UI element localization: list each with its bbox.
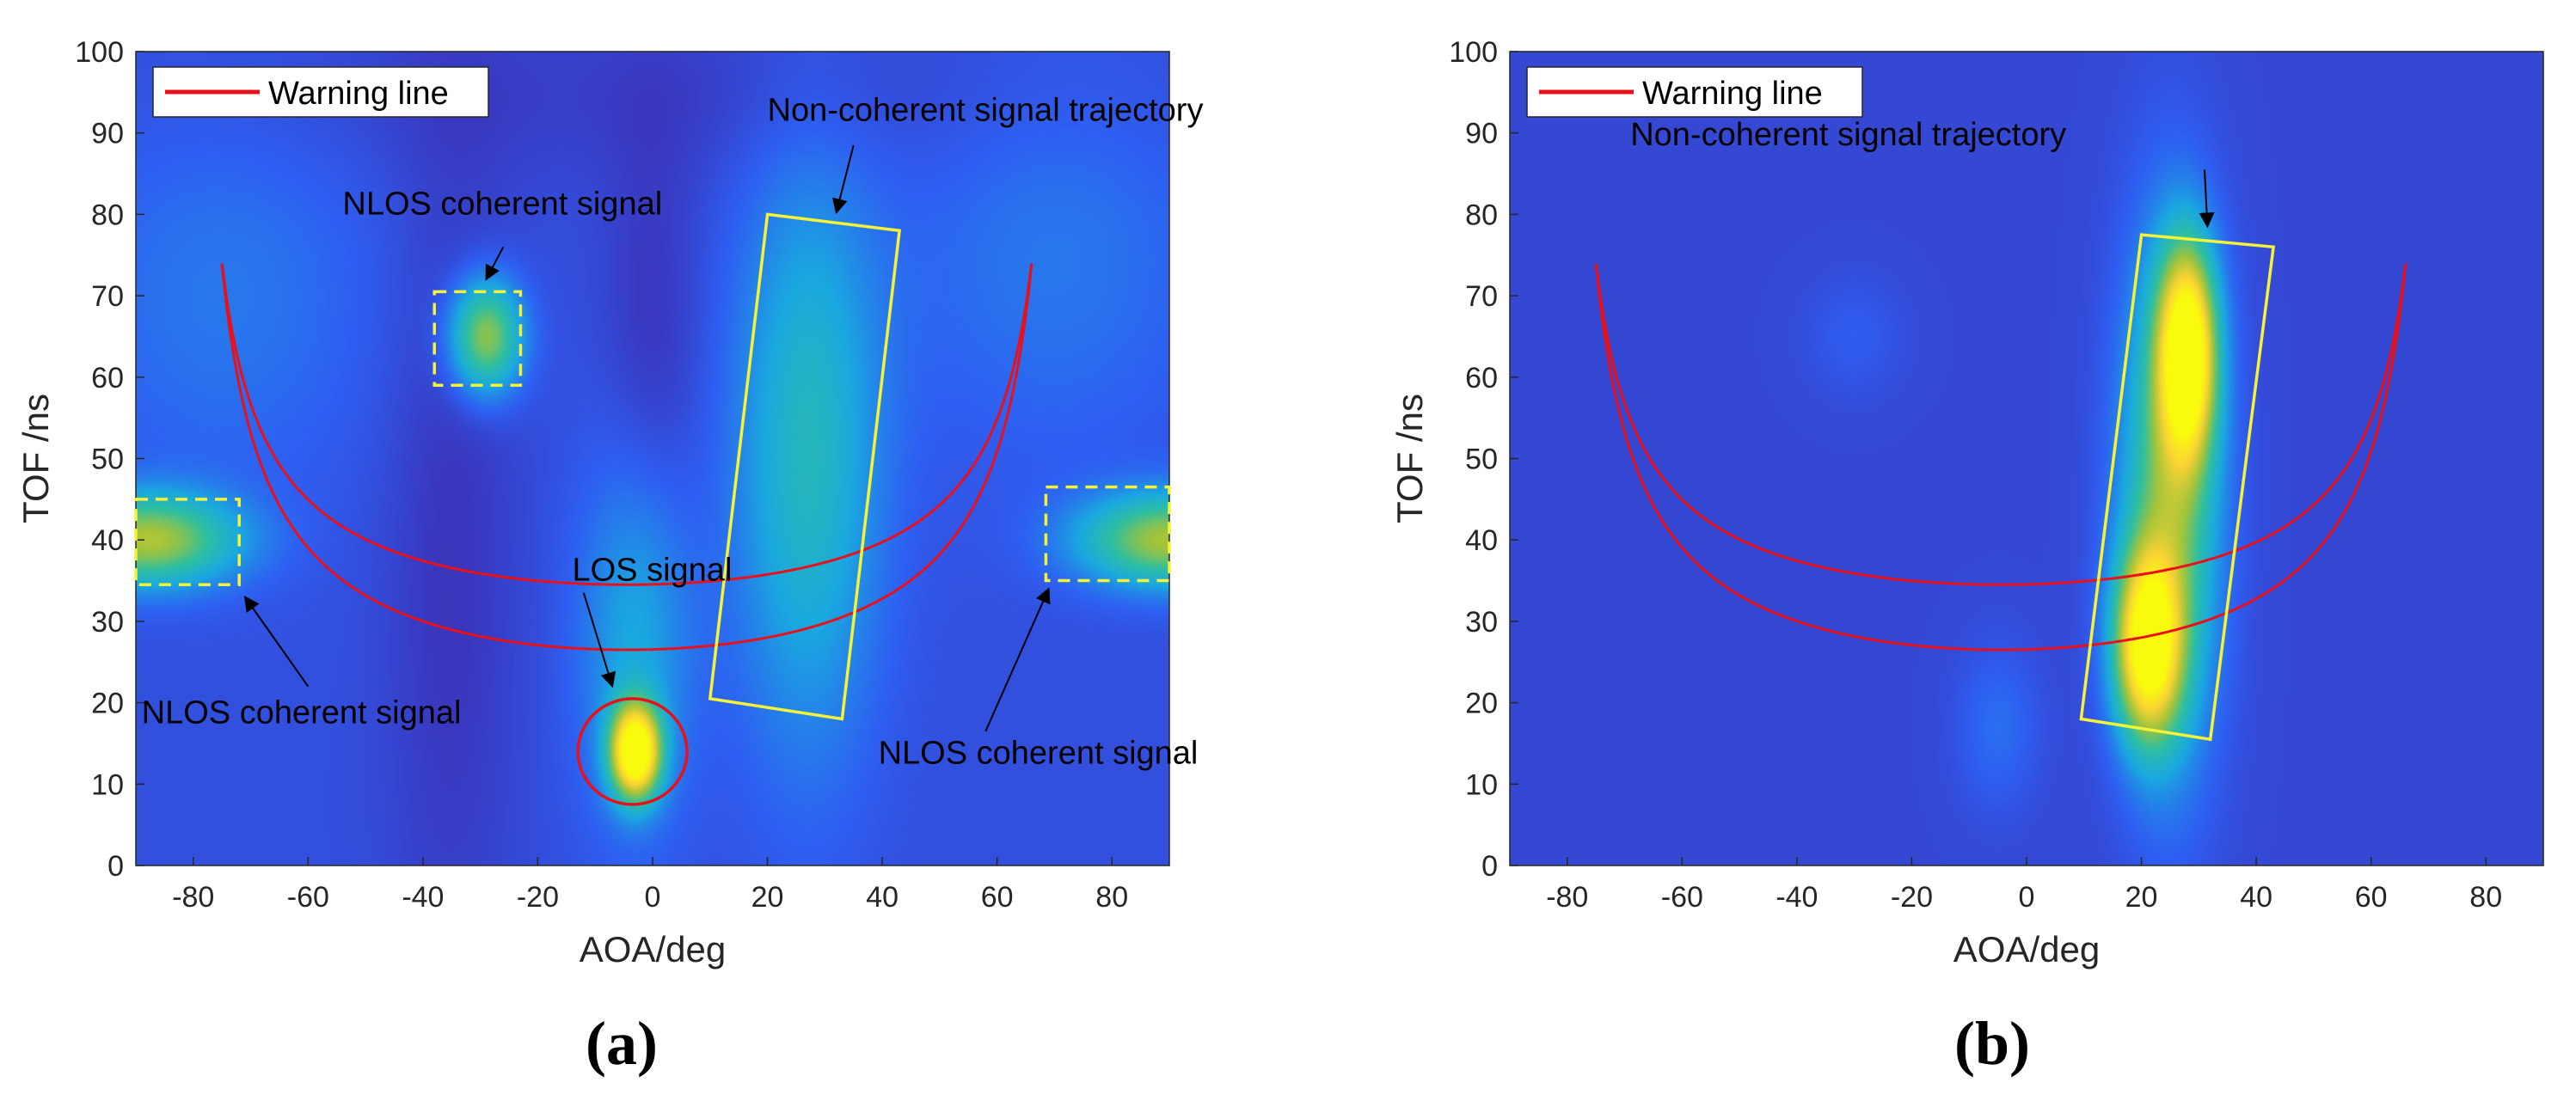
warning-line-1 [220, 263, 1033, 586]
y-tick-label: 20 [1465, 688, 1498, 720]
annotation-label: NLOS coherent signal [142, 694, 462, 731]
x-axis-label: AOA/deg [580, 929, 726, 969]
los-circle [576, 697, 689, 806]
annotation-label: LOS signal [573, 553, 733, 589]
y-tick-label: 50 [1465, 443, 1498, 476]
x-tick-label: 80 [2469, 881, 2502, 914]
chart-panel-a: -80 -60 -40 -20 0 20 40 60 80 0 10 20 30 40 50 60 70 80 90… [15, 36, 1203, 1078]
y-tick-label: 40 [91, 524, 124, 557]
legend-label: Warning line [268, 76, 449, 112]
trajectory-box [708, 212, 902, 721]
x-tick-label: 0 [645, 881, 661, 914]
x-tick-label: 40 [2240, 881, 2272, 914]
y-tick-label: 90 [91, 118, 124, 150]
x-tick-label: -60 [1661, 881, 1703, 914]
y-tick-label: 100 [75, 36, 124, 69]
y-axis-label: TOF /ns [15, 394, 56, 523]
y-axis-label: TOF /ns [1389, 394, 1430, 523]
x-tick-label: 20 [2125, 881, 2158, 914]
annotation-label: NLOS coherent signal [342, 186, 662, 222]
panel-label: (a) [586, 1009, 658, 1078]
x-tick-label: -20 [1891, 881, 1933, 914]
heatmap-image [1510, 52, 2543, 866]
nlos-dashed-box [432, 290, 523, 388]
panel-label: (b) [1954, 1009, 2030, 1078]
warning-line-1 [1594, 263, 2407, 586]
x-tick-label: -80 [172, 881, 214, 914]
y-tick-label: 70 [1465, 280, 1498, 313]
nlos-dashed-box [134, 498, 241, 587]
y-tick-label: 80 [1465, 199, 1498, 231]
legend-label: Warning line [1642, 76, 1823, 112]
y-tick-label: 0 [1481, 850, 1498, 883]
x-axis-label: AOA/deg [1953, 929, 2100, 969]
x-tick-label: 60 [2355, 881, 2388, 914]
x-tick-label: -40 [402, 881, 444, 914]
warning-line-2 [220, 264, 1033, 651]
y-tick-label: 90 [1465, 118, 1498, 150]
y-tick-label: 30 [91, 606, 124, 639]
x-tick-label: 0 [2019, 881, 2035, 914]
y-tick-label: 30 [1465, 606, 1498, 639]
annotation-arrow [2199, 169, 2215, 229]
x-tick-label: 60 [981, 881, 1014, 914]
y-tick-label: 10 [91, 768, 124, 801]
y-tick-label: 100 [1449, 36, 1498, 69]
annotation-arrow [243, 596, 310, 688]
annotation-arrow [485, 246, 505, 281]
chart-panel-b: -80 -60 -40 -20 0 20 40 60 80 0 10 20 30 40 50 60 70 80 90… [1389, 36, 2544, 1078]
y-tick-label: 40 [1465, 524, 1498, 557]
annotation-arrow [582, 592, 616, 688]
x-tick-label: 40 [866, 881, 899, 914]
y-tick-label: 10 [1465, 768, 1498, 801]
x-tick-label: 20 [751, 881, 784, 914]
x-tick-label: -40 [1776, 881, 1818, 914]
x-tick-label: 80 [1095, 881, 1128, 914]
y-tick-label: 80 [91, 199, 124, 231]
annotation-arrow [831, 144, 855, 215]
annotation-label: Non-coherent signal trajectory [768, 92, 1204, 128]
y-tick-label: 70 [91, 280, 124, 313]
x-tick-label: -20 [517, 881, 559, 914]
annotation-label: Non-coherent signal trajectory [1630, 117, 2066, 153]
annotation-label: NLOS coherent signal [879, 736, 1199, 772]
x-tick-label: -80 [1546, 881, 1588, 914]
y-tick-label: 50 [91, 443, 124, 476]
y-tick-label: 60 [1465, 362, 1498, 395]
y-tick-label: 0 [107, 850, 124, 883]
nlos-dashed-box [1044, 485, 1171, 583]
heatmap-image [136, 52, 1169, 866]
annotation-arrow [984, 587, 1051, 732]
y-tick-label: 20 [91, 688, 124, 720]
trajectory-box [2079, 233, 2276, 742]
x-tick-label: -60 [287, 881, 329, 914]
warning-line-2 [1594, 264, 2407, 651]
y-tick-label: 60 [91, 362, 124, 395]
